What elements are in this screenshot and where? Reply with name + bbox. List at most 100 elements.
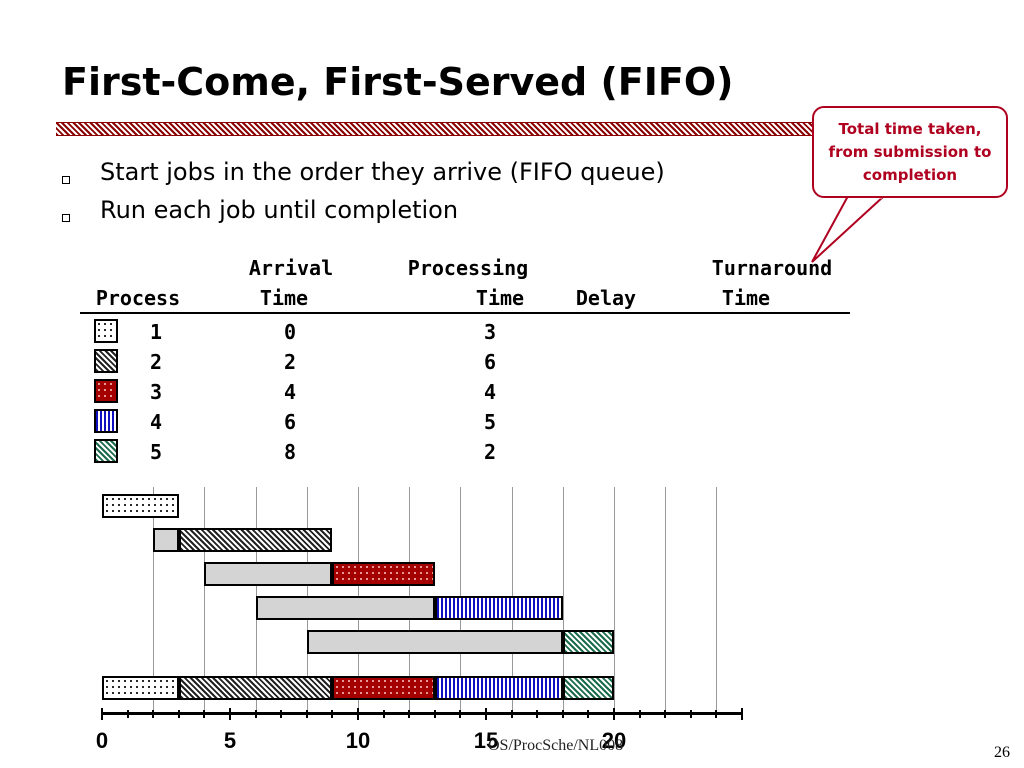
job-2-run-bar: [178, 528, 333, 552]
job-2-wait-bar: [153, 528, 179, 552]
process-table: Arrival Processing Turnaround Process Ti…: [80, 256, 850, 316]
timeline-job-3-segment: [332, 676, 435, 700]
cell-process: 3: [149, 380, 163, 404]
axis-tick: [715, 710, 718, 718]
axis-tick-label: 5: [223, 728, 237, 753]
axis-tick: [741, 708, 743, 720]
cell-process: 2: [149, 350, 163, 374]
axis-tick: [331, 710, 334, 718]
cell-processing: 6: [483, 350, 497, 374]
cell-arrival: 4: [283, 380, 297, 404]
job-1-swatch: [94, 319, 118, 343]
axis-tick: [280, 710, 283, 718]
callout-line: completion: [862, 165, 958, 184]
axis-tick: [126, 710, 129, 718]
cell-processing: 5: [483, 410, 497, 434]
job-3-run-bar: [332, 562, 435, 586]
axis-tick: [382, 710, 385, 718]
axis-tick: [536, 710, 539, 718]
job-4-wait-bar: [255, 596, 435, 620]
gridline: [665, 487, 667, 712]
axis-tick: [305, 710, 308, 718]
axis-tick: [459, 710, 462, 718]
timeline-job-5-segment: [562, 676, 614, 700]
job-5-swatch: [94, 439, 118, 463]
bullet-text: Start jobs in the order they arrive (FIF…: [100, 158, 665, 186]
axis-tick: [485, 708, 487, 720]
table-row: 1 0 3: [80, 316, 850, 346]
page-number: 26: [994, 744, 1010, 761]
axis-tick: [510, 710, 513, 718]
axis-tick-label: 0: [95, 728, 109, 753]
cell-process: 4: [149, 410, 163, 434]
axis-tick-label: 15: [473, 728, 499, 753]
cell-process: 5: [149, 440, 163, 464]
slide-title: First-Come, First-Served (FIFO): [62, 60, 734, 104]
square-bullet-icon: [62, 214, 70, 222]
gridline: [153, 487, 155, 712]
job-3-swatch: [94, 379, 118, 403]
gridline: [562, 487, 564, 712]
header-arrival-time: Time: [259, 286, 309, 310]
header-row: Process Time Time Delay Time: [80, 286, 850, 316]
table-row: 3 4 4: [80, 376, 850, 406]
header-arrival: Arrival: [248, 256, 334, 280]
header-turnaround-time: Time: [721, 286, 771, 310]
job-5-run-bar: [562, 630, 614, 654]
job-5-wait-bar: [306, 630, 563, 654]
bullet-text: Run each job until completion: [100, 196, 459, 224]
axis-tick: [101, 708, 103, 720]
table-divider: [80, 312, 850, 314]
gridline: [716, 487, 718, 712]
axis-tick-label: 20: [601, 728, 627, 753]
axis-tick: [203, 710, 206, 718]
cell-process: 1: [149, 320, 163, 344]
axis-tick: [638, 710, 641, 718]
cell-arrival: 6: [283, 410, 297, 434]
axis-tick: [689, 710, 692, 718]
header-processing-time: Time: [475, 286, 525, 310]
job-1-run-bar: [102, 494, 179, 518]
time-axis: [101, 712, 743, 715]
cell-processing: 2: [483, 440, 497, 464]
axis-tick: [664, 710, 667, 718]
header-delay: Delay: [575, 286, 637, 310]
header-turnaround: Turnaround: [711, 256, 833, 280]
cell-processing: 3: [483, 320, 497, 344]
header-row: Arrival Processing Turnaround: [80, 256, 850, 286]
job-3-wait-bar: [204, 562, 333, 586]
axis-tick: [357, 708, 359, 720]
axis-tick: [587, 710, 590, 718]
job-2-swatch: [94, 349, 118, 373]
table-row: 4 6 5: [80, 406, 850, 436]
job-4-swatch: [94, 409, 118, 433]
axis-tick: [152, 710, 155, 718]
timeline-job-4-segment: [434, 676, 563, 700]
gridline: [614, 487, 615, 712]
callout-line: from submission to: [828, 142, 992, 161]
header-processing: Processing: [407, 256, 529, 280]
cell-processing: 4: [483, 380, 497, 404]
header-process: Process: [95, 286, 181, 310]
axis-tick: [613, 708, 615, 720]
table-row: 5 8 2: [80, 436, 850, 466]
cell-arrival: 2: [283, 350, 297, 374]
square-bullet-icon: [62, 176, 70, 184]
title-underline: [56, 122, 816, 136]
callout-line: Total time taken,: [838, 119, 982, 138]
table-row: 2 2 6: [80, 346, 850, 376]
axis-tick: [433, 710, 436, 718]
axis-tick: [254, 710, 257, 718]
cell-arrival: 8: [283, 440, 297, 464]
axis-tick-label: 10: [345, 728, 371, 753]
gridline: [204, 487, 206, 712]
cell-arrival: 0: [283, 320, 297, 344]
callout-bubble: Total time taken, from submission to com…: [812, 106, 1008, 198]
axis-tick: [561, 710, 564, 718]
axis-tick: [408, 710, 411, 718]
axis-tick: [177, 710, 180, 718]
timeline-job-2-segment: [178, 676, 333, 700]
axis-tick: [229, 708, 231, 720]
slide-footer: OS/ProcSche/NL008: [488, 737, 624, 754]
